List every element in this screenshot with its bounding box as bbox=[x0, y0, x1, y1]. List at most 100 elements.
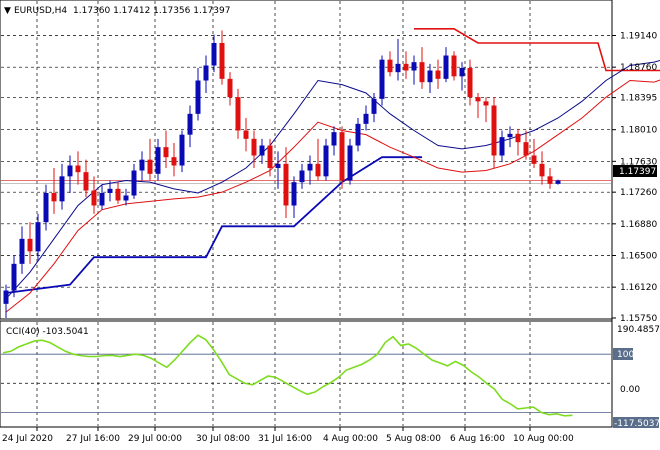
time-tick-label: 27 Jul 16:00 bbox=[66, 434, 120, 444]
candle-body bbox=[435, 70, 441, 79]
price-tick-label: 1.15750 bbox=[620, 314, 657, 324]
candle-body bbox=[155, 147, 161, 174]
price-pane[interactable] bbox=[0, 0, 613, 320]
candle-body bbox=[499, 137, 505, 156]
candle-body bbox=[251, 138, 257, 156]
candle-body bbox=[107, 188, 113, 193]
time-axis: 24 Jul 2020 27 Jul 16:00 29 Jul 00:00 30 Ju… bbox=[2, 427, 574, 444]
candle-body bbox=[483, 101, 489, 106]
candle-body bbox=[323, 145, 329, 177]
symbol-label: EURUSD,H4 bbox=[14, 6, 67, 16]
ma-fast-line bbox=[5, 59, 660, 300]
time-tick-label: 6 Aug 16:00 bbox=[450, 434, 505, 444]
time-tick-label: 24 Jul 2020 bbox=[2, 434, 53, 444]
candle-body bbox=[523, 142, 529, 156]
candle-body bbox=[131, 170, 137, 196]
candle-body bbox=[11, 263, 17, 291]
candle-body bbox=[539, 163, 545, 177]
candle-body bbox=[35, 222, 41, 252]
time-tick-label: 4 Aug 00:00 bbox=[323, 434, 378, 444]
price-tick-label: 1.19140 bbox=[620, 32, 657, 42]
lower-channel-line bbox=[5, 156, 422, 294]
candle-body bbox=[315, 163, 321, 177]
time-tick-label: 29 Jul 00:00 bbox=[128, 434, 182, 444]
candle-body bbox=[355, 123, 361, 146]
cci-100-marker bbox=[613, 348, 633, 360]
price-series bbox=[1, 28, 660, 313]
ma-slow-line bbox=[5, 79, 660, 313]
time-tick-label: 30 Jul 08:00 bbox=[196, 434, 250, 444]
candles bbox=[3, 30, 561, 318]
candle-body bbox=[195, 80, 201, 114]
candle-body bbox=[83, 172, 89, 191]
candle-body bbox=[515, 133, 521, 143]
price-tick-label: 1.16120 bbox=[620, 283, 657, 293]
price-tick-label: 1.18010 bbox=[620, 126, 657, 136]
price-tick-label: 1.18760 bbox=[620, 63, 657, 73]
candle-body bbox=[267, 145, 273, 168]
candle-body bbox=[43, 193, 49, 223]
candle-body bbox=[27, 238, 33, 252]
candle-body bbox=[3, 290, 9, 304]
candle-body bbox=[123, 195, 129, 201]
upper-channel-line bbox=[414, 28, 660, 72]
candle-body bbox=[203, 65, 209, 81]
candle-body bbox=[179, 134, 185, 166]
candle-body bbox=[171, 157, 177, 166]
candle-body bbox=[339, 132, 345, 181]
candle-body bbox=[99, 193, 105, 206]
candle-body bbox=[547, 176, 553, 184]
candle-body bbox=[227, 78, 233, 98]
candle-body bbox=[67, 165, 73, 177]
ohlc-readout: 1.17360 1.17412 1.17356 1.17397 bbox=[73, 6, 230, 16]
candle-body bbox=[291, 182, 297, 206]
time-tick-label: 31 Jul 16:00 bbox=[258, 434, 312, 444]
candle-body bbox=[371, 98, 377, 114]
candle-body bbox=[235, 97, 241, 131]
candle-body bbox=[555, 180, 561, 184]
cci-current-label: -117.5037 bbox=[614, 419, 660, 429]
candle-body bbox=[283, 163, 289, 206]
candle-body bbox=[19, 238, 25, 264]
candle-body bbox=[395, 63, 401, 73]
candle-body bbox=[307, 163, 313, 171]
candle-body bbox=[363, 113, 369, 124]
candle-body bbox=[475, 97, 481, 102]
candle-body bbox=[427, 70, 433, 83]
candle-body bbox=[419, 62, 425, 83]
price-axis: 1.19140 1.18760 1.18395 1.18010 1.17630 1.172… bbox=[612, 32, 657, 324]
candle-body bbox=[491, 105, 497, 156]
candle-body bbox=[531, 155, 537, 164]
cci-zero-label: 0.00 bbox=[620, 385, 640, 395]
candle-body bbox=[187, 113, 193, 135]
collapse-arrow-icon[interactable]: ▼ bbox=[4, 6, 11, 16]
candle-body bbox=[75, 165, 81, 173]
price-tick-label: 1.16500 bbox=[620, 252, 657, 262]
candle-body bbox=[219, 43, 225, 79]
candle-body bbox=[379, 59, 385, 99]
candle-body bbox=[387, 59, 393, 73]
time-tick-label: 10 Aug 00:00 bbox=[513, 434, 574, 444]
cci-title: CCI(40) -103.5041 bbox=[6, 327, 89, 337]
cci-100-label: 100 bbox=[617, 350, 634, 360]
price-tick-label: 1.16880 bbox=[620, 220, 657, 230]
candle-body bbox=[163, 147, 169, 158]
candle-body bbox=[259, 145, 265, 156]
candle-body bbox=[507, 133, 513, 138]
candle-body bbox=[411, 62, 417, 71]
candle-body bbox=[147, 159, 153, 174]
current-price-label: 1.17397 bbox=[619, 167, 656, 177]
candle-body bbox=[443, 55, 449, 79]
price-tick-label: 1.17260 bbox=[620, 188, 657, 198]
indicator-pane[interactable] bbox=[0, 320, 613, 428]
candle-body bbox=[403, 63, 409, 71]
candle-body bbox=[139, 159, 145, 171]
candle-body bbox=[59, 176, 65, 202]
price-tick-label: 1.18395 bbox=[620, 94, 657, 104]
current-price-marker bbox=[613, 165, 657, 177]
candle-body bbox=[347, 145, 353, 181]
candle-body bbox=[115, 188, 121, 201]
candle-body bbox=[299, 170, 305, 183]
cci-series bbox=[2, 334, 573, 417]
